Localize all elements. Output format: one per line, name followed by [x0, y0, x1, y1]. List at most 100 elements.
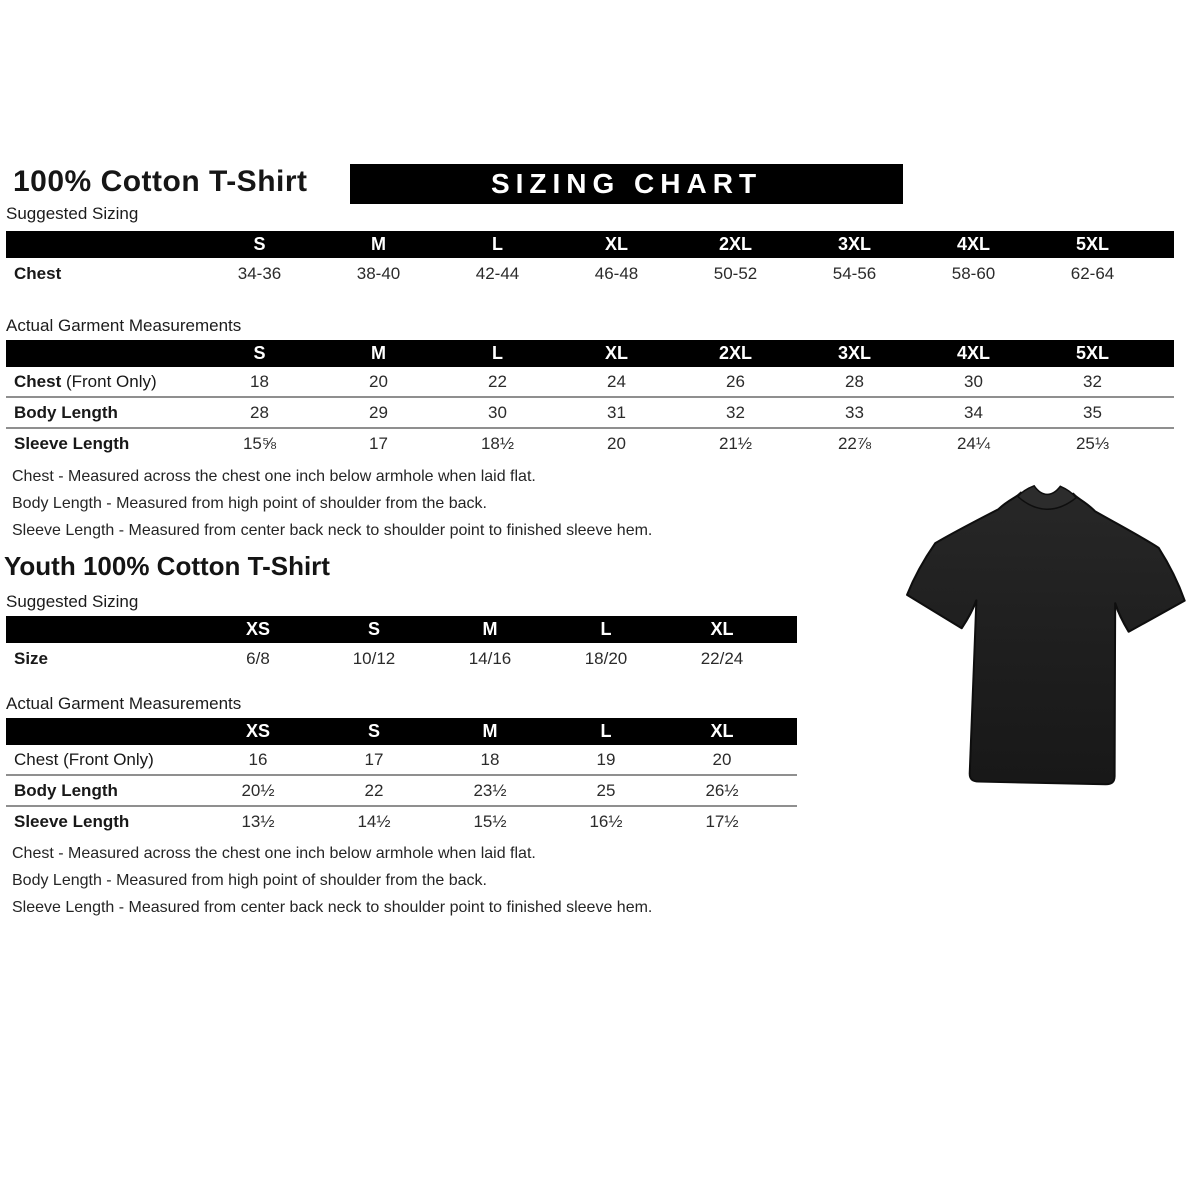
- cell: 33: [845, 402, 864, 422]
- cell: 26½: [705, 780, 739, 800]
- cell: 50-52: [713, 264, 758, 283]
- column-header: M: [482, 619, 498, 639]
- youth-actual-measurements-table: XS S M L XL Chest (Front Only) 16 17 18 …: [6, 718, 797, 836]
- table-header-row: S M L XL 2XL 3XL 4XL 5XL: [6, 231, 1174, 258]
- column-header: S: [367, 721, 380, 741]
- table-header-row: XS S M L XL: [6, 718, 797, 745]
- cell: 22: [488, 371, 507, 391]
- table-row: Chest 34-36 38-40 42-44 46-48 50-52 54-5…: [6, 258, 1174, 290]
- column-header: 3XL: [837, 343, 871, 363]
- column-header: S: [253, 234, 266, 254]
- row-label: Chest: [14, 264, 62, 283]
- cell: 15½: [473, 811, 507, 831]
- column-header: XL: [710, 619, 734, 639]
- cell: 34-36: [237, 264, 282, 283]
- cell: 58-60: [951, 264, 996, 283]
- cell: 20: [712, 749, 732, 769]
- table-row: Body Length 20½ 22 23½ 25 26½: [6, 776, 797, 807]
- cell: 38-40: [356, 264, 401, 283]
- cell: 25⅓: [1075, 433, 1110, 453]
- column-header: 4XL: [956, 234, 990, 254]
- column-header: L: [492, 234, 503, 254]
- row-label: Body Length: [14, 780, 118, 800]
- cell: 30: [964, 371, 983, 391]
- cell: 32: [726, 402, 745, 422]
- cell: 18: [250, 371, 269, 391]
- column-header: M: [371, 234, 386, 254]
- cell: 26: [726, 371, 745, 391]
- note-line: Sleeve Length - Measured from center bac…: [12, 522, 653, 539]
- cell: 20: [369, 371, 388, 391]
- note-line: Sleeve Length - Measured from center bac…: [12, 899, 653, 916]
- cell: 24: [607, 371, 626, 391]
- cell: 20½: [241, 780, 275, 800]
- column-header: XL: [710, 721, 734, 741]
- cell: 28: [250, 402, 269, 422]
- cell: 29: [369, 402, 388, 422]
- cell: 28: [845, 371, 864, 391]
- note-line: Body Length - Measured from high point o…: [12, 872, 487, 889]
- cell: 54-56: [832, 264, 877, 283]
- sizing-chart-banner: SIZING CHART: [350, 164, 903, 204]
- cell: 13½: [241, 811, 275, 831]
- row-label-text: Chest: [14, 371, 62, 391]
- cell: 46-48: [594, 264, 639, 283]
- column-header: 4XL: [956, 343, 990, 363]
- youth-suggested-sizing-table: XS S M L XL Size 6/8 10/12 14/16 18/20 2…: [6, 616, 797, 675]
- column-header: 5XL: [1075, 234, 1109, 254]
- column-header: M: [371, 343, 386, 363]
- cell: 23½: [473, 780, 507, 800]
- row-label-suffix: (Front Only): [61, 371, 157, 391]
- youth-suggested-sizing-label: Suggested Sizing: [6, 592, 139, 611]
- cell: 10/12: [352, 649, 396, 668]
- cell: 32: [1083, 371, 1102, 391]
- cell: 18½: [480, 433, 515, 453]
- cell: 22⅞: [837, 433, 872, 453]
- note-line: Body Length - Measured from high point o…: [12, 495, 487, 512]
- table-row: Body Length 28 29 30 31 32 33 34 35: [6, 398, 1174, 429]
- cell: 17: [364, 749, 384, 769]
- adult-suggested-sizing-table: S M L XL 2XL 3XL 4XL 5XL Chest 34-36 38-…: [6, 231, 1174, 290]
- column-header: 2XL: [718, 343, 752, 363]
- page-title: 100% Cotton T-Shirt: [13, 165, 308, 198]
- t-shirt-image: [890, 475, 1199, 803]
- cell: 15⅝: [242, 433, 277, 453]
- column-header: L: [492, 343, 503, 363]
- row-label: Chest (Front Only): [6, 372, 200, 392]
- cell: 30: [488, 402, 507, 422]
- adult-suggested-sizing-label: Suggested Sizing: [6, 204, 139, 223]
- column-header: 2XL: [718, 234, 752, 254]
- table-header-row: XS S M L XL: [6, 616, 797, 643]
- adult-actual-measurements-table: S M L XL 2XL 3XL 4XL 5XL Chest (Front On…: [6, 340, 1174, 458]
- row-label: Sleeve Length: [14, 811, 130, 831]
- adult-actual-measurements-label: Actual Garment Measurements: [6, 316, 242, 335]
- cell: 14/16: [468, 649, 512, 668]
- cell: 25: [596, 780, 616, 800]
- cell: 6/8: [246, 649, 270, 668]
- table-row: Sleeve Length 13½ 14½ 15½ 16½ 17½: [6, 807, 797, 836]
- cell: 42-44: [475, 264, 520, 283]
- youth-section-title: Youth 100% Cotton T-Shirt: [4, 551, 330, 581]
- cell: 18: [480, 749, 500, 769]
- column-header: S: [253, 343, 266, 363]
- cell: 24¼: [956, 433, 991, 453]
- cell: 34: [964, 402, 983, 422]
- cell: 14½: [357, 811, 391, 831]
- column-header: 3XL: [837, 234, 871, 254]
- cell: 19: [596, 749, 616, 769]
- youth-measurement-notes: Chest - Measured across the chest one in…: [12, 840, 652, 921]
- adult-measurement-notes: Chest - Measured across the chest one in…: [12, 463, 652, 544]
- column-header: XL: [604, 343, 628, 363]
- column-header: L: [600, 721, 612, 741]
- note-line: Chest - Measured across the chest one in…: [12, 468, 536, 485]
- column-header: XS: [245, 619, 270, 639]
- column-header: M: [482, 721, 498, 741]
- column-header: XS: [245, 721, 270, 741]
- column-header: XL: [604, 234, 628, 254]
- cell: 16: [248, 749, 268, 769]
- cell: 22/24: [700, 649, 744, 668]
- cell: 62-64: [1070, 264, 1115, 283]
- cell: 35: [1083, 402, 1102, 422]
- t-shirt-graphic: [906, 484, 1186, 786]
